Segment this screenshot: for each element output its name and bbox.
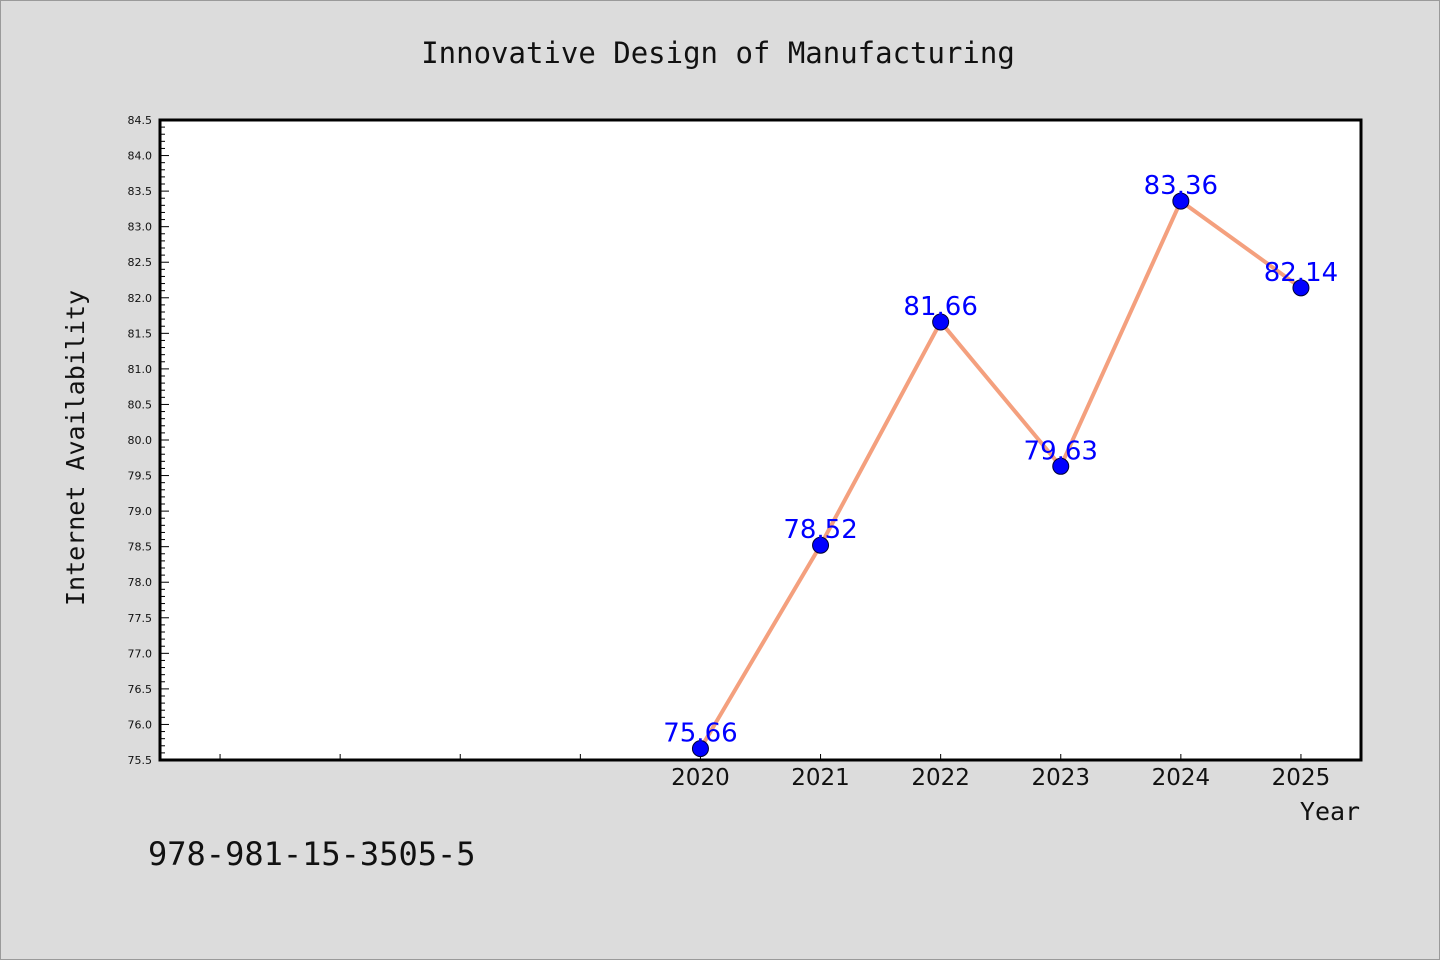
data-point (1172, 192, 1190, 210)
y-tick-label: 80.5 (128, 398, 153, 411)
y-tick-label: 81.5 (128, 327, 153, 340)
plot-area (158, 118, 1363, 762)
series-line-group (698, 199, 1303, 750)
isbn-text: 978-981-15-3505-5 (148, 835, 476, 873)
x-tick-label: 2021 (791, 765, 850, 791)
y-tick-label: 83.0 (128, 221, 153, 234)
data-point (812, 536, 830, 554)
data-labels-group: 75.66 78.52 81.66 79.63 83.36 82.14 (663, 171, 1338, 749)
x-axis: 2020 2021 2022 2023 2024 2025 (219, 754, 1331, 791)
y-tick-label: 79.0 (128, 505, 153, 518)
y-tick-label: 83.5 (128, 185, 153, 198)
data-point (1292, 279, 1310, 297)
data-label: 82.14 (1264, 258, 1338, 288)
y-tick-label: 82.0 (128, 292, 153, 305)
data-point (1052, 457, 1070, 475)
y-tick-label: 76.0 (128, 718, 153, 731)
y-axis-label: Internet Availability (61, 290, 90, 606)
x-tick-label: 2020 (671, 765, 730, 791)
data-label: 83.36 (1144, 171, 1218, 201)
x-axis-label: Year (1300, 797, 1360, 826)
data-label: 79.63 (1024, 436, 1098, 466)
y-tick-label: 81.0 (128, 363, 153, 376)
data-label: 81.66 (903, 292, 977, 322)
data-point (932, 313, 950, 331)
y-tick-label: 75.5 (128, 754, 153, 767)
y-tick-label: 76.5 (128, 683, 153, 696)
x-tick-label: 2023 (1031, 765, 1090, 791)
chart-title: Innovative Design of Manufacturing (421, 36, 1015, 70)
data-point (691, 740, 709, 758)
data-points-group (691, 192, 1310, 758)
y-tick-label: 77.0 (128, 647, 153, 660)
y-tick-label: 79.5 (128, 470, 153, 483)
y-axis: 75.5 76.0 76.5 77.0 77.5 78.0 78.5 79.0 79.5 80.0… (128, 114, 169, 767)
x-tick-label: 2025 (1272, 765, 1331, 791)
series-line (698, 199, 1303, 750)
y-tick-label: 82.5 (128, 256, 153, 269)
y-tick-label: 78.5 (128, 541, 153, 554)
y-tick-label: 84.5 (128, 114, 153, 127)
x-tick-label: 2024 (1152, 765, 1211, 791)
x-tick-label: 2022 (911, 765, 970, 791)
data-label: 75.66 (663, 719, 737, 749)
y-tick-label: 80.0 (128, 434, 153, 447)
y-tick-label: 77.5 (128, 612, 153, 625)
y-tick-label: 78.0 (128, 576, 153, 589)
y-tick-label: 84.0 (128, 150, 153, 163)
data-label: 78.52 (783, 515, 857, 545)
